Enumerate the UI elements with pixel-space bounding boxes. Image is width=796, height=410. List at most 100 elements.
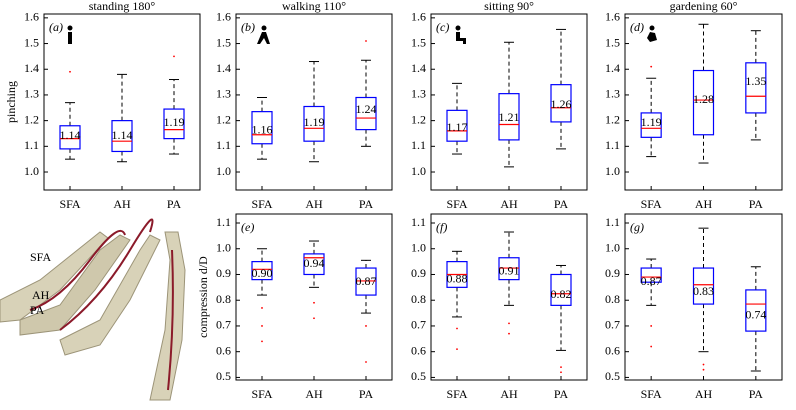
outlier: [560, 366, 562, 369]
box: [498, 93, 520, 141]
mean-label: 1.26: [551, 97, 572, 111]
y-tick-label: 1.1: [216, 138, 231, 152]
panel-label: (e): [241, 220, 254, 234]
y-tick-label: 1.5: [216, 35, 231, 49]
box: [251, 261, 273, 281]
outlier: [702, 363, 705, 366]
outlier: [365, 325, 367, 327]
y-axis-label: compression d/D: [196, 256, 210, 338]
x-tick-label: PA: [167, 197, 182, 211]
icon: [67, 25, 73, 31]
x-tick-label: SFA: [641, 387, 662, 401]
box: [111, 120, 133, 153]
mean-label: 1.16: [252, 123, 273, 137]
mean-label: 1.19: [641, 115, 662, 129]
box: [692, 69, 715, 136]
icon: [68, 32, 72, 44]
mean-label: 0.94: [304, 256, 325, 270]
y-tick-label: 1.4: [24, 61, 39, 75]
mean-label: 0.74: [745, 307, 766, 321]
box: [355, 267, 377, 296]
posture-icons: [67, 25, 657, 44]
y-tick-label: 1.0: [411, 164, 426, 178]
y-tick-label: 0.9: [411, 266, 426, 280]
mean-label: 1.14: [112, 128, 133, 142]
vessel: [167, 249, 174, 391]
box: [745, 289, 767, 332]
y-tick-label: 1.1: [605, 138, 620, 152]
x-tick-label: PA: [359, 197, 374, 211]
image-label: AH: [32, 288, 50, 302]
bone: [59, 234, 161, 356]
mean-label: 0.83: [693, 284, 714, 298]
box: [355, 96, 377, 131]
y-tick-label: 0.7: [411, 318, 426, 332]
icon: [257, 32, 270, 44]
y-tick-label: 1.3: [411, 87, 426, 101]
y-tick-label: 1.2: [411, 112, 426, 126]
mean-label: 1.24: [356, 102, 377, 116]
box: [692, 267, 715, 305]
mean-label: 1.28: [693, 92, 714, 106]
icon: [456, 32, 466, 44]
y-tick-label: 1.1: [216, 215, 231, 229]
y-tick-label: 1.1: [411, 138, 426, 152]
x-tick-label: PA: [749, 387, 764, 401]
y-tick-label: 1.1: [24, 138, 39, 152]
box: [303, 105, 325, 142]
y-tick-label: 0.8: [216, 292, 231, 306]
x-tick-label: AH: [500, 387, 518, 401]
mean-label: 1.14: [60, 128, 81, 142]
mean-label: 1.21: [499, 110, 520, 124]
mean-label: 1.35: [745, 74, 766, 88]
y-tick-label: 0.9: [605, 266, 620, 280]
y-tick-label: 1.4: [411, 61, 426, 75]
y-tick-label: 1.6: [216, 10, 231, 24]
panel-title: sitting 90°: [484, 0, 534, 13]
y-tick-label: 0.5: [216, 369, 231, 383]
panel-label: (g): [630, 220, 644, 234]
box: [251, 111, 273, 145]
outlier: [69, 70, 71, 73]
image-label: PA: [30, 303, 45, 317]
x-tick-label: PA: [359, 387, 374, 401]
mean-label: 1.17: [447, 120, 468, 134]
y-tick-label: 0.7: [216, 318, 231, 332]
y-tick-label: 1.5: [605, 35, 620, 49]
outlier: [313, 317, 315, 320]
y-tick-label: 1.2: [216, 112, 231, 126]
mean-label: 1.19: [304, 115, 325, 129]
panel-title: gardening 60°: [670, 0, 738, 13]
y-tick-label: 1.3: [24, 87, 39, 101]
vessel: [29, 229, 126, 311]
panel-label: (a): [49, 20, 63, 34]
outlier: [650, 325, 653, 327]
x-tick-label: SFA: [251, 387, 272, 401]
plot-frame: [235, 213, 393, 381]
outlier: [313, 301, 315, 304]
x-tick-label: SFA: [59, 197, 80, 211]
mean-label: 1.19: [164, 115, 185, 129]
y-tick-label: 1.2: [605, 112, 620, 126]
box: [163, 108, 185, 140]
outlier: [508, 322, 510, 325]
panel-label: (f): [436, 220, 447, 234]
box: [498, 257, 520, 281]
y-tick-label: 0.8: [411, 292, 426, 306]
x-tick-label: AH: [305, 387, 323, 401]
outlier: [650, 345, 653, 348]
mean-label: 0.82: [551, 287, 572, 301]
outlier: [508, 332, 510, 335]
y-axis-label: pinching: [4, 81, 18, 123]
panel-title: walking 110°: [282, 0, 346, 13]
vessel: [59, 218, 154, 331]
outlier: [173, 55, 175, 58]
y-tick-label: 1.2: [24, 112, 39, 126]
image-label: SFA: [30, 250, 51, 264]
x-tick-label: AH: [305, 197, 323, 211]
y-tick-label: 0.8: [605, 292, 620, 306]
y-tick-label: 1.6: [411, 10, 426, 24]
y-tick-label: 1.5: [411, 35, 426, 49]
panel-title: standing 180°: [89, 0, 156, 13]
y-tick-label: 0.6: [411, 343, 426, 357]
